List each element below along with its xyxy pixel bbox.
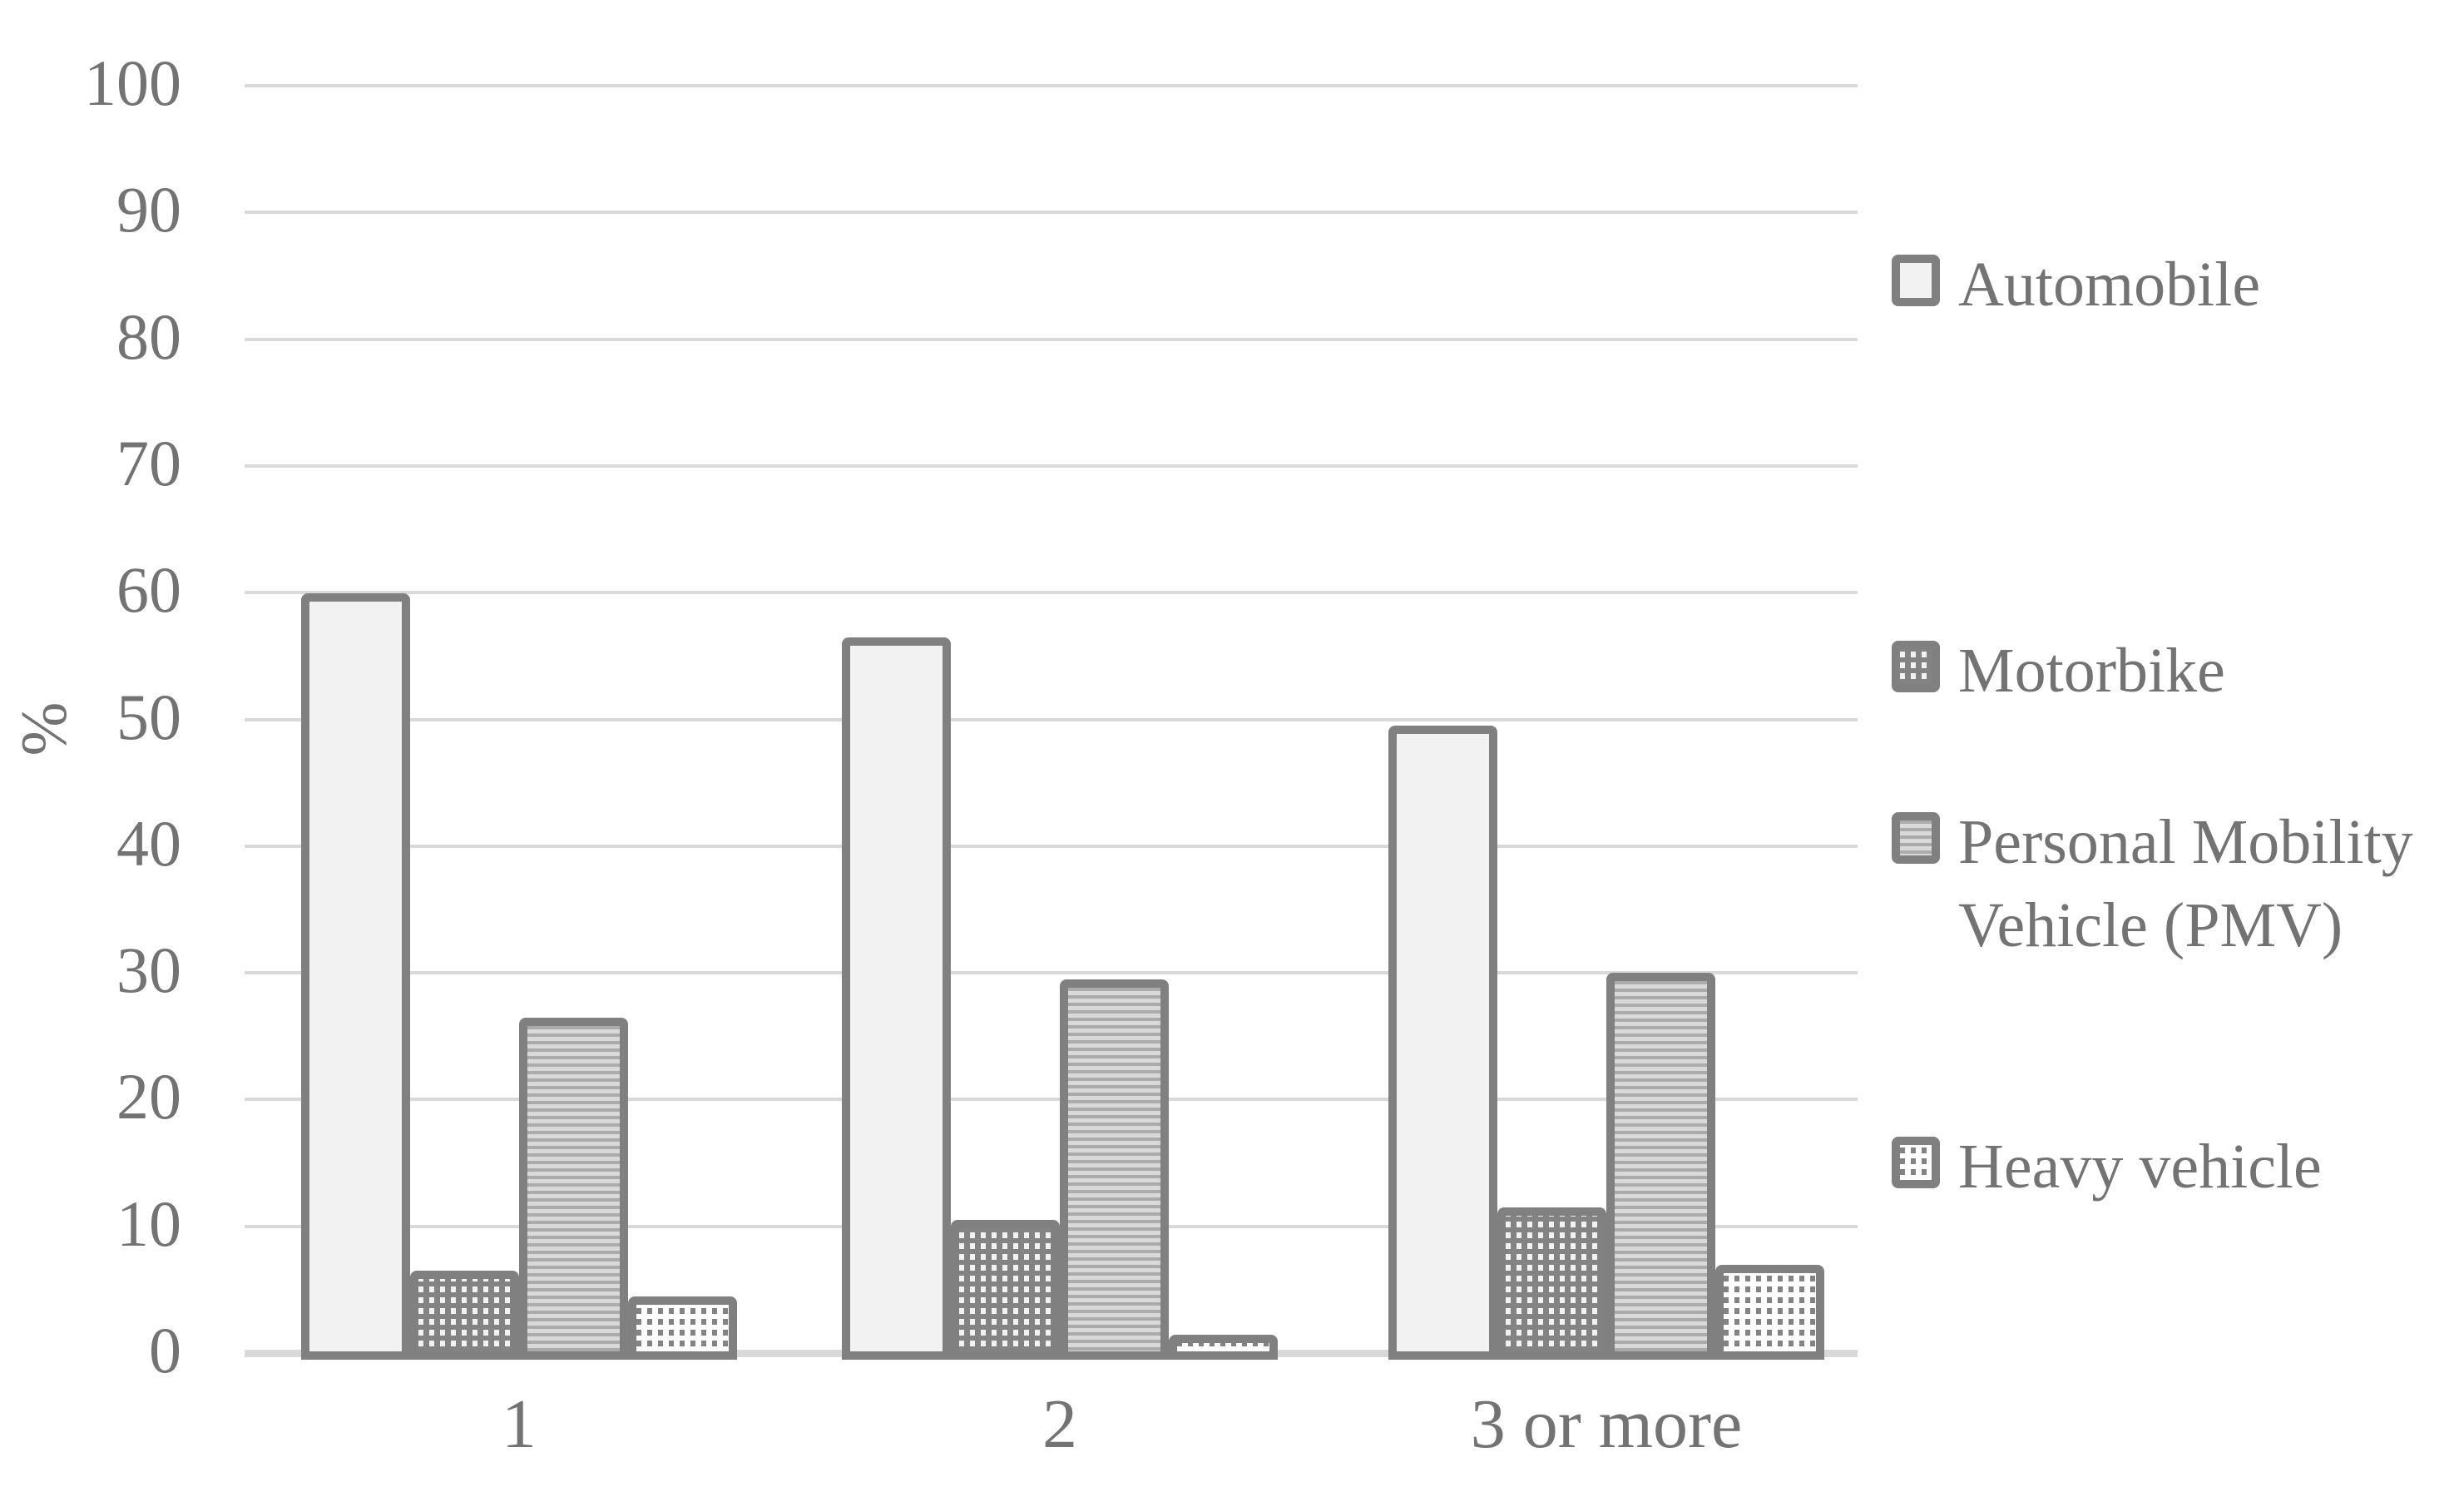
y-tick-label-40: 40 xyxy=(116,806,181,880)
legend-swatch-icon xyxy=(1892,1137,1940,1188)
bar-automobile-group-1 xyxy=(301,593,410,1360)
bar-motorbike-group-1 xyxy=(410,1271,519,1360)
bar-personal-mobility-vehicle-pmv-group-2 xyxy=(1060,979,1169,1360)
legend-label: Automobile xyxy=(1958,250,2261,320)
bar-heavy-vehicle-group-1 xyxy=(628,1296,737,1360)
gridline-60 xyxy=(245,591,1858,595)
gridline-90 xyxy=(245,211,1858,215)
gridline-20 xyxy=(245,1098,1858,1102)
legend-item-motorbike: Motorbike xyxy=(1892,629,2225,712)
bar-personal-mobility-vehicle-pmv-group-3-or-more xyxy=(1606,973,1715,1360)
legend-swatch-icon xyxy=(1892,641,1940,692)
bar-personal-mobility-vehicle-pmv-group-1 xyxy=(519,1018,628,1360)
bar-heavy-vehicle-group-3-or-more xyxy=(1715,1265,1824,1360)
gridline-100 xyxy=(245,84,1858,87)
x-tick-label-2: 2 xyxy=(1042,1385,1077,1463)
y-tick-label-50: 50 xyxy=(116,680,181,753)
legend-swatch-icon xyxy=(1892,812,1940,864)
y-tick-label-30: 30 xyxy=(116,933,181,1006)
legend-item-automobile: Automobile xyxy=(1892,243,2260,326)
x-tick-label-1: 1 xyxy=(502,1385,537,1463)
bar-automobile-group-2 xyxy=(842,637,951,1360)
bar-automobile-group-3-or-more xyxy=(1388,726,1497,1360)
gridline-80 xyxy=(245,337,1858,341)
y-tick-label-80: 80 xyxy=(116,300,181,373)
gridline-30 xyxy=(245,971,1858,975)
x-tick-label-3-or-more: 3 or more xyxy=(1470,1385,1743,1463)
y-tick-label-60: 60 xyxy=(116,553,181,627)
legend-label: Personal Mobility Vehicle (PMV) xyxy=(1958,807,2413,961)
y-tick-label-90: 90 xyxy=(116,173,181,246)
bar-motorbike-group-3-or-more xyxy=(1497,1207,1606,1360)
legend-label: Motorbike xyxy=(1958,636,2225,706)
legend-label: Heavy vehicle xyxy=(1958,1132,2322,1202)
gridline-40 xyxy=(245,844,1858,848)
bar-heavy-vehicle-group-2 xyxy=(1169,1335,1278,1360)
y-tick-label-0: 0 xyxy=(149,1313,181,1386)
gridline-70 xyxy=(245,463,1858,468)
y-tick-label-20: 20 xyxy=(116,1060,181,1133)
bar-motorbike-group-2 xyxy=(951,1220,1060,1360)
y-tick-label-100: 100 xyxy=(84,46,181,119)
gridline-50 xyxy=(245,717,1858,721)
legend-item-heavy-vehicle: Heavy vehicle xyxy=(1892,1125,2322,1208)
y-tick-label-10: 10 xyxy=(116,1187,181,1260)
legend-item-personal-mobility-vehicle-pmv: Personal Mobility Vehicle (PMV) xyxy=(1892,801,2413,968)
legend-swatch-icon xyxy=(1892,255,1940,306)
y-tick-label-70: 70 xyxy=(116,426,181,499)
